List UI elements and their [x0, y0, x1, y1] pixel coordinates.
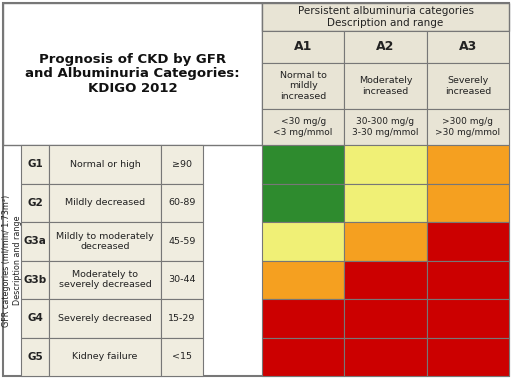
Bar: [262, 260, 345, 299]
Bar: [161, 260, 203, 299]
Bar: [49, 260, 161, 299]
Text: A3: A3: [459, 41, 477, 53]
Bar: [345, 145, 426, 183]
Bar: [345, 63, 426, 109]
Bar: [426, 145, 509, 183]
Bar: [426, 109, 509, 145]
Text: <30 mg/g
<3 mg/mmol: <30 mg/g <3 mg/mmol: [273, 117, 333, 137]
Bar: [262, 299, 345, 338]
Bar: [3, 3, 262, 145]
Bar: [345, 183, 426, 222]
Text: 30-44: 30-44: [168, 275, 196, 284]
Bar: [262, 31, 345, 63]
Text: Moderately to
severely decreased: Moderately to severely decreased: [59, 270, 152, 290]
Text: GFR categories (ml/min/ 1.73m²)
Description and range: GFR categories (ml/min/ 1.73m²) Descript…: [2, 194, 22, 327]
Text: G5: G5: [27, 352, 43, 362]
Text: Normal or high: Normal or high: [70, 160, 140, 169]
Bar: [345, 109, 426, 145]
Text: 15-29: 15-29: [168, 314, 196, 323]
Text: >300 mg/g
>30 mg/mmol: >300 mg/g >30 mg/mmol: [435, 117, 500, 137]
Text: Moderately
increased: Moderately increased: [359, 76, 412, 96]
Bar: [21, 145, 49, 183]
Text: ≥90: ≥90: [172, 160, 192, 169]
Bar: [262, 183, 345, 222]
Bar: [21, 338, 49, 376]
Text: Mildly decreased: Mildly decreased: [65, 198, 145, 207]
Bar: [262, 109, 345, 145]
Bar: [161, 183, 203, 222]
Bar: [49, 222, 161, 260]
Bar: [426, 222, 509, 260]
Bar: [262, 63, 345, 109]
Bar: [426, 338, 509, 376]
Bar: [345, 299, 426, 338]
Bar: [161, 338, 203, 376]
Bar: [21, 183, 49, 222]
Bar: [161, 299, 203, 338]
Bar: [262, 222, 345, 260]
Text: A2: A2: [376, 41, 395, 53]
Bar: [426, 183, 509, 222]
Bar: [426, 63, 509, 109]
Bar: [426, 299, 509, 338]
Text: Severely
increased: Severely increased: [445, 76, 491, 96]
Bar: [262, 338, 345, 376]
Text: G2: G2: [27, 198, 43, 208]
Text: Mildly to moderately
decreased: Mildly to moderately decreased: [56, 232, 154, 251]
Text: Kidney failure: Kidney failure: [72, 352, 138, 361]
Text: G3b: G3b: [24, 275, 47, 285]
Bar: [345, 338, 426, 376]
Bar: [49, 183, 161, 222]
Bar: [345, 260, 426, 299]
Bar: [161, 145, 203, 183]
Text: Prognosis of CKD by GFR
and Albuminuria Categories:
KDIGO 2012: Prognosis of CKD by GFR and Albuminuria …: [25, 53, 240, 96]
Text: <15: <15: [172, 352, 192, 361]
Text: Persistent albuminuria categories
Description and range: Persistent albuminuria categories Descri…: [297, 6, 474, 28]
Bar: [21, 299, 49, 338]
Text: Severely decreased: Severely decreased: [58, 314, 152, 323]
Text: Normal to
mildly
increased: Normal to mildly increased: [280, 71, 327, 101]
Text: 30-300 mg/g
3-30 mg/mmol: 30-300 mg/g 3-30 mg/mmol: [352, 117, 419, 137]
Bar: [49, 338, 161, 376]
Bar: [21, 260, 49, 299]
Text: 60-89: 60-89: [168, 198, 196, 207]
Bar: [21, 222, 49, 260]
Bar: [345, 31, 426, 63]
Bar: [426, 260, 509, 299]
Bar: [49, 299, 161, 338]
Text: 45-59: 45-59: [168, 237, 196, 246]
Bar: [262, 3, 509, 31]
Text: G3a: G3a: [24, 236, 47, 246]
Bar: [262, 145, 345, 183]
Bar: [345, 222, 426, 260]
Text: A1: A1: [294, 41, 312, 53]
Bar: [426, 31, 509, 63]
Bar: [49, 145, 161, 183]
Text: G4: G4: [27, 313, 43, 323]
Bar: [161, 222, 203, 260]
Text: G1: G1: [27, 159, 43, 169]
